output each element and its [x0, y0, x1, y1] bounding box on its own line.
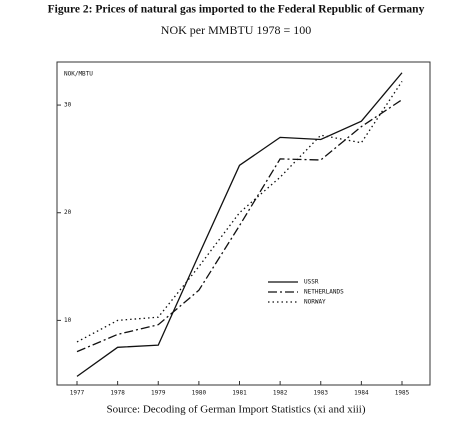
x-tick-label: 1985 [395, 390, 410, 397]
y-tick-label: 20 [64, 209, 72, 216]
chart-source: Source: Decoding of German Import Statis… [106, 404, 365, 416]
x-tick-label: 1982 [273, 390, 288, 397]
y-tick-label: 30 [64, 102, 72, 109]
chart-title: Figure 2: Prices of natural gas imported… [48, 4, 425, 16]
x-tick-label: 1977 [70, 390, 85, 397]
chart-subtitle: NOK per MMBTU 1978 = 100 [161, 23, 311, 37]
legend-label: USSR [304, 279, 319, 286]
x-tick-label: 1978 [110, 390, 125, 397]
y-tick-label: 10 [64, 317, 72, 324]
legend-label: NORWAY [304, 299, 326, 306]
series-line [76, 99, 403, 353]
x-tick-label: 1983 [314, 390, 329, 397]
x-tick-label: 1979 [151, 390, 166, 397]
y-axis-label: NOK/MBTU [64, 71, 93, 78]
series-line [76, 81, 403, 343]
x-tick-label: 1984 [354, 390, 369, 397]
legend-label: NETHERLANDS [304, 289, 344, 296]
plot-frame [56, 61, 431, 386]
x-tick-label: 1980 [192, 390, 207, 397]
series-line [76, 72, 403, 377]
x-tick-label: 1981 [232, 390, 247, 397]
